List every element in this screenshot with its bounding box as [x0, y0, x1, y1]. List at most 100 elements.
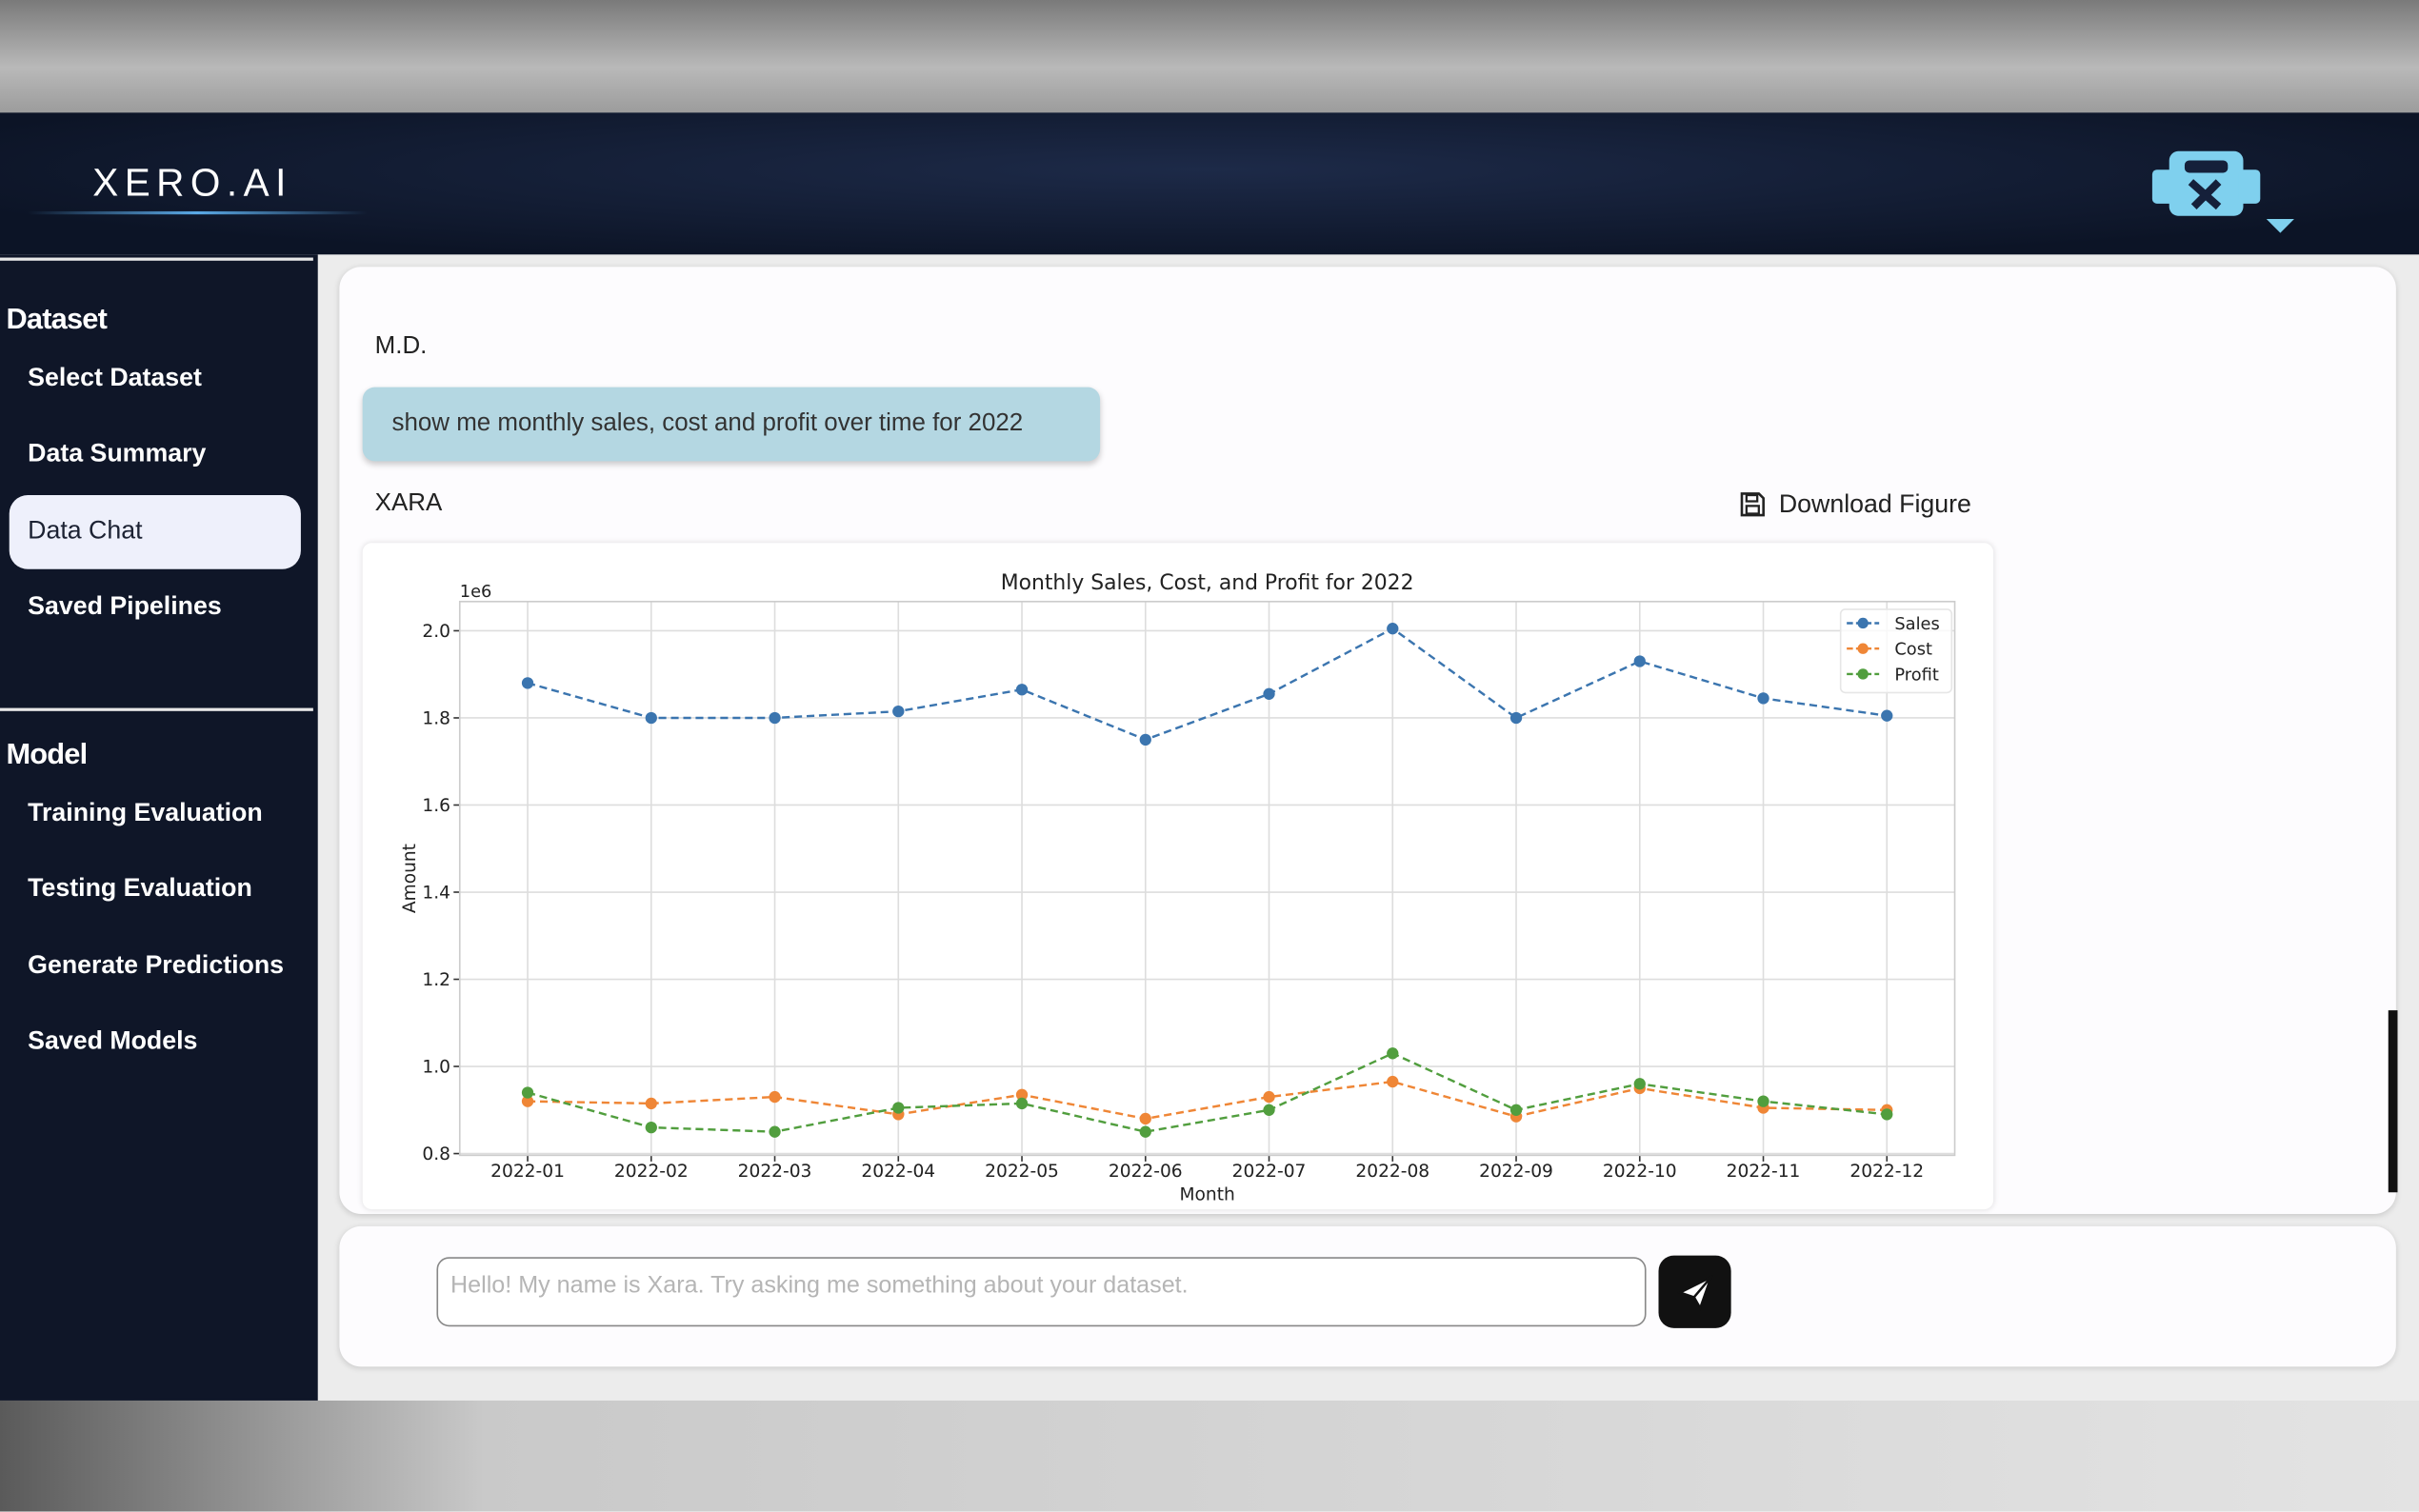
robot-arm [2238, 169, 2261, 204]
nav-item[interactable]: Testing Evaluation [28, 874, 252, 903]
data-point [521, 1095, 534, 1107]
avatar-menu[interactable] [2148, 145, 2302, 240]
window-bottom [0, 1400, 2419, 1512]
data-point [892, 1102, 905, 1114]
data-point [1881, 709, 1893, 722]
nav-item[interactable]: Data Summary [28, 439, 207, 468]
legend-label: Cost [1894, 640, 1932, 660]
header [0, 112, 2419, 255]
data-point [1263, 1104, 1275, 1116]
data-point [892, 705, 905, 718]
data-point [521, 1086, 534, 1099]
y-tick-label: 1.0 [422, 1058, 450, 1078]
user-name: M.D. [374, 332, 428, 360]
data-point [1015, 1097, 1029, 1110]
x-tick-label: 2022-05 [985, 1162, 1059, 1182]
x-axis-label: Month [1179, 1184, 1234, 1204]
data-point [1139, 1112, 1151, 1125]
x-tick-label: 2022-04 [861, 1162, 935, 1182]
data-point [645, 711, 657, 725]
y-tick-label: 1.8 [422, 708, 450, 728]
x-tick-label: 2022-08 [1355, 1162, 1429, 1182]
legend-label: Profit [1894, 665, 1938, 685]
data-point [1015, 1088, 1029, 1101]
chat-input[interactable]: Hello! My name is Xara. Try asking me so… [436, 1257, 1647, 1327]
data-point [1387, 623, 1399, 635]
data-point [1263, 1090, 1275, 1104]
data-point [1633, 655, 1646, 667]
chart-title: Monthly Sales, Cost, and Profit for 2022 [1001, 571, 1414, 595]
nav-item[interactable]: Saved Models [28, 1026, 198, 1056]
data-point [769, 1125, 781, 1138]
data-point [1633, 1078, 1646, 1090]
offset-label: 1e6 [460, 582, 492, 602]
data-point [769, 1090, 781, 1104]
logo[interactable]: XERO.AI [92, 162, 292, 206]
data-point [521, 677, 534, 689]
send-button[interactable] [1658, 1255, 1731, 1328]
nav-item[interactable]: Select Dataset [28, 364, 202, 392]
y-tick-label: 0.8 [422, 1144, 450, 1164]
scrollbar[interactable] [2388, 1010, 2398, 1193]
chart: Monthly Sales, Cost, and Profit for 2022… [400, 571, 1956, 1204]
data-point [1757, 1095, 1769, 1107]
nav-item[interactable]: Training Evaluation [28, 799, 263, 827]
nav-item[interactable]: Data Chat [28, 516, 143, 545]
save-icon [1740, 492, 1765, 517]
section-title: Dataset [6, 304, 108, 337]
robot-x [2188, 179, 2222, 210]
x-tick-label: 2022-01 [490, 1162, 565, 1182]
data-point [769, 711, 781, 725]
data-point [1387, 1075, 1399, 1088]
series-line [527, 1051, 1888, 1133]
series-line [528, 1080, 1888, 1121]
legend-marker [1857, 668, 1869, 680]
data-point [1263, 687, 1275, 700]
user-message: show me monthly sales, cost and profit o… [362, 387, 1101, 462]
legend-marker [1857, 617, 1869, 629]
nav-item[interactable]: Generate Predictions [28, 951, 285, 980]
x-tick-label: 2022-03 [738, 1162, 812, 1182]
data-point [1757, 692, 1769, 705]
y-axis-label: Amount [400, 844, 420, 913]
x-tick-label: 2022-10 [1603, 1162, 1677, 1182]
y-tick-label: 2.0 [422, 622, 450, 642]
data-point [645, 1121, 657, 1134]
active-highlight [9, 495, 301, 569]
data-point [1509, 711, 1523, 725]
legend-label: Sales [1894, 614, 1939, 634]
x-tick-label: 2022-06 [1109, 1162, 1183, 1182]
y-tick-label: 1.6 [422, 796, 450, 816]
x-tick-label: 2022-02 [614, 1162, 689, 1182]
y-tick-label: 1.2 [422, 970, 450, 990]
data-point [1139, 1125, 1151, 1138]
y-tick-label: 1.4 [422, 883, 450, 903]
robot-arm [2151, 169, 2174, 204]
robot-eyes [2184, 160, 2229, 173]
sidebar [0, 254, 318, 1401]
series-line [527, 627, 1888, 742]
download-button[interactable]: Download Figure [1778, 490, 1971, 519]
section-title: Model [6, 738, 88, 771]
sidebar-divider [0, 707, 313, 711]
x-tick-label: 2022-07 [1232, 1162, 1307, 1182]
nav-item[interactable]: Saved Pipelines [28, 592, 222, 621]
x-tick-label: 2022-12 [1849, 1162, 1924, 1182]
caret [2266, 219, 2294, 233]
data-point [645, 1097, 657, 1110]
data-point [1387, 1047, 1399, 1060]
data-point [1881, 1108, 1893, 1121]
assistant-name: XARA [374, 490, 443, 517]
data-point [1015, 684, 1029, 696]
data-point [1509, 1104, 1523, 1116]
data-point [1139, 733, 1151, 746]
logo-underline [28, 210, 368, 215]
x-tick-label: 2022-09 [1479, 1162, 1553, 1182]
legend-marker [1857, 643, 1869, 654]
plot-frame [458, 600, 1956, 1157]
sidebar-divider [0, 257, 313, 261]
legend-box [1839, 608, 1953, 694]
chart-card: Monthly Sales, Cost, and Profit for 2022… [362, 543, 1994, 1210]
